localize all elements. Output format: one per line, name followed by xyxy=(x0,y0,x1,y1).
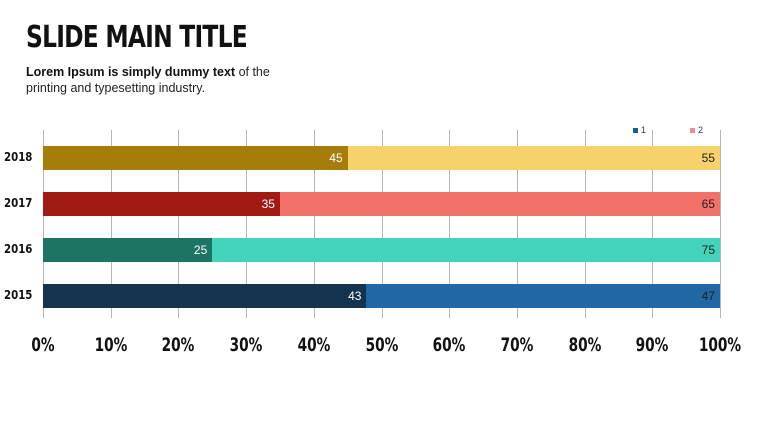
bar-2018: 45 55 xyxy=(43,146,720,170)
y-category-label: 2018 xyxy=(4,150,33,164)
y-category-label: 2016 xyxy=(4,242,33,256)
y-category-label: 2017 xyxy=(4,196,33,210)
data-label: 43 xyxy=(348,289,362,303)
bar-segment-series-1: 43 xyxy=(43,284,367,308)
gridline xyxy=(720,130,721,318)
bar-2017: 35 65 xyxy=(43,192,720,216)
chart-plot-area: 45 55 35 65 25 75 43 47 xyxy=(43,130,721,318)
data-label: 45 xyxy=(329,151,343,165)
x-tick-label: 60% xyxy=(432,334,466,356)
data-label: 65 xyxy=(701,197,715,211)
x-tick-label: 0% xyxy=(31,334,55,356)
bar-segment-series-1: 45 xyxy=(43,146,348,170)
legend-swatch-1 xyxy=(633,127,638,133)
gridline xyxy=(516,130,518,318)
bar-segment-series-1: 25 xyxy=(43,238,213,262)
slide-title: SLIDE MAIN TITLE xyxy=(26,20,248,55)
bar-segment-series-2: 65 xyxy=(279,192,720,216)
gridline xyxy=(652,130,654,318)
legend-item-2: 2 xyxy=(690,125,703,135)
x-tick-label: 100% xyxy=(698,334,742,356)
gridline xyxy=(381,130,383,318)
bar-segment-series-2: 47 xyxy=(366,284,720,308)
gridline xyxy=(449,130,451,318)
x-tick-label: 10% xyxy=(94,334,128,356)
bar-segment-series-1: 35 xyxy=(43,192,280,216)
bar-segment-series-2: 75 xyxy=(212,238,720,262)
x-tick-label: 30% xyxy=(229,334,263,356)
y-category-label: 2015 xyxy=(4,288,33,302)
data-label: 55 xyxy=(701,151,715,165)
gridline xyxy=(313,130,315,318)
legend-label-1: 1 xyxy=(641,125,647,135)
gridline xyxy=(110,130,112,318)
data-label: 35 xyxy=(261,197,275,211)
x-tick-label: 90% xyxy=(635,334,669,356)
gridline xyxy=(178,130,180,318)
x-tick-label: 50% xyxy=(365,334,398,356)
data-label: 75 xyxy=(701,243,715,257)
gridline xyxy=(246,130,248,318)
subtitle-bold: Lorem Ipsum is simply dummy text xyxy=(26,65,236,79)
legend-label-2: 2 xyxy=(698,125,704,135)
x-tick-label: 80% xyxy=(568,334,601,356)
gridline xyxy=(584,130,586,318)
gridline xyxy=(43,130,44,318)
data-label: 47 xyxy=(701,289,715,303)
subtitle-rest: of the printing and typesetting industry… xyxy=(26,65,270,95)
x-tick-label: 70% xyxy=(500,334,534,356)
x-tick-label: 20% xyxy=(162,334,195,356)
slide-subtitle: Lorem Ipsum is simply dummy text of the … xyxy=(26,64,286,96)
bar-2015: 43 47 xyxy=(43,284,720,308)
data-label: 25 xyxy=(193,243,208,257)
bar-segment-series-2: 55 xyxy=(347,146,720,170)
legend-swatch-2 xyxy=(690,127,695,133)
legend-item-1: 1 xyxy=(633,125,646,135)
bar-2016: 25 75 xyxy=(43,238,720,262)
x-tick-label: 40% xyxy=(297,334,331,356)
